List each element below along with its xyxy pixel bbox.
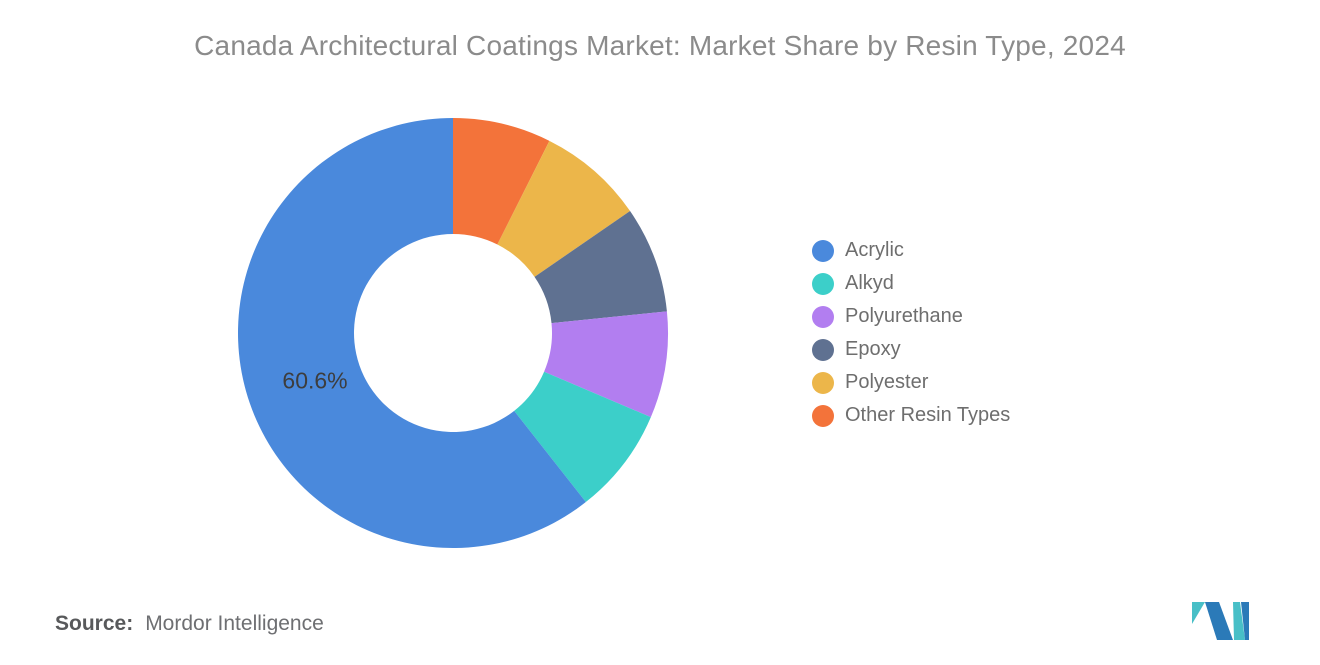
slice-percentage-label: 60.6% [282,368,347,394]
legend-item-polyester: Polyester [812,366,1010,399]
legend: Acrylic Alkyd Polyurethane Epoxy Polyester Ot… [812,234,1010,432]
legend-item-alkyd: Alkyd [812,267,1010,300]
legend-swatch [812,272,834,295]
legend-label: Other Resin Types [845,404,1011,426]
legend-label: Epoxy [845,338,901,360]
pie-slice-polyurethane [544,311,668,418]
legend-label: Alkyd [845,272,894,294]
source-line: Source: Mordor Intelligence [55,612,324,636]
legend-swatch [812,404,834,427]
legend-swatch [812,239,834,262]
logo-shape [1241,602,1249,640]
pie-slice-epoxy [534,211,667,324]
legend-swatch [812,305,834,328]
pie-slice-alkyd [514,371,651,503]
legend-label: Acrylic [845,239,904,261]
pie-slice-polyester [497,140,631,277]
logo-shape [1192,602,1205,624]
pie-slice-acrylic [238,118,586,548]
legend-item-acrylic: Acrylic [812,234,1010,267]
legend-label: Polyester [845,371,929,393]
legend-item-polyurethane: Polyurethane [812,300,1010,333]
logo-shape [1233,602,1245,640]
source-value: Mordor Intelligence [145,612,324,635]
pie-slice-other-resin-types [453,118,550,245]
mordor-intelligence-logo [1192,602,1249,640]
logo-shape [1205,602,1233,640]
legend-label: Polyurethane [845,305,963,327]
chart-title: Canada Architectural Coatings Market: Ma… [194,30,1126,61]
legend-item-epoxy: Epoxy [812,333,1010,366]
legend-item-other-resin-types: Other Resin Types [812,399,1010,432]
source-label: Source: [55,612,134,635]
legend-swatch [812,371,834,394]
legend-swatch [812,338,834,361]
